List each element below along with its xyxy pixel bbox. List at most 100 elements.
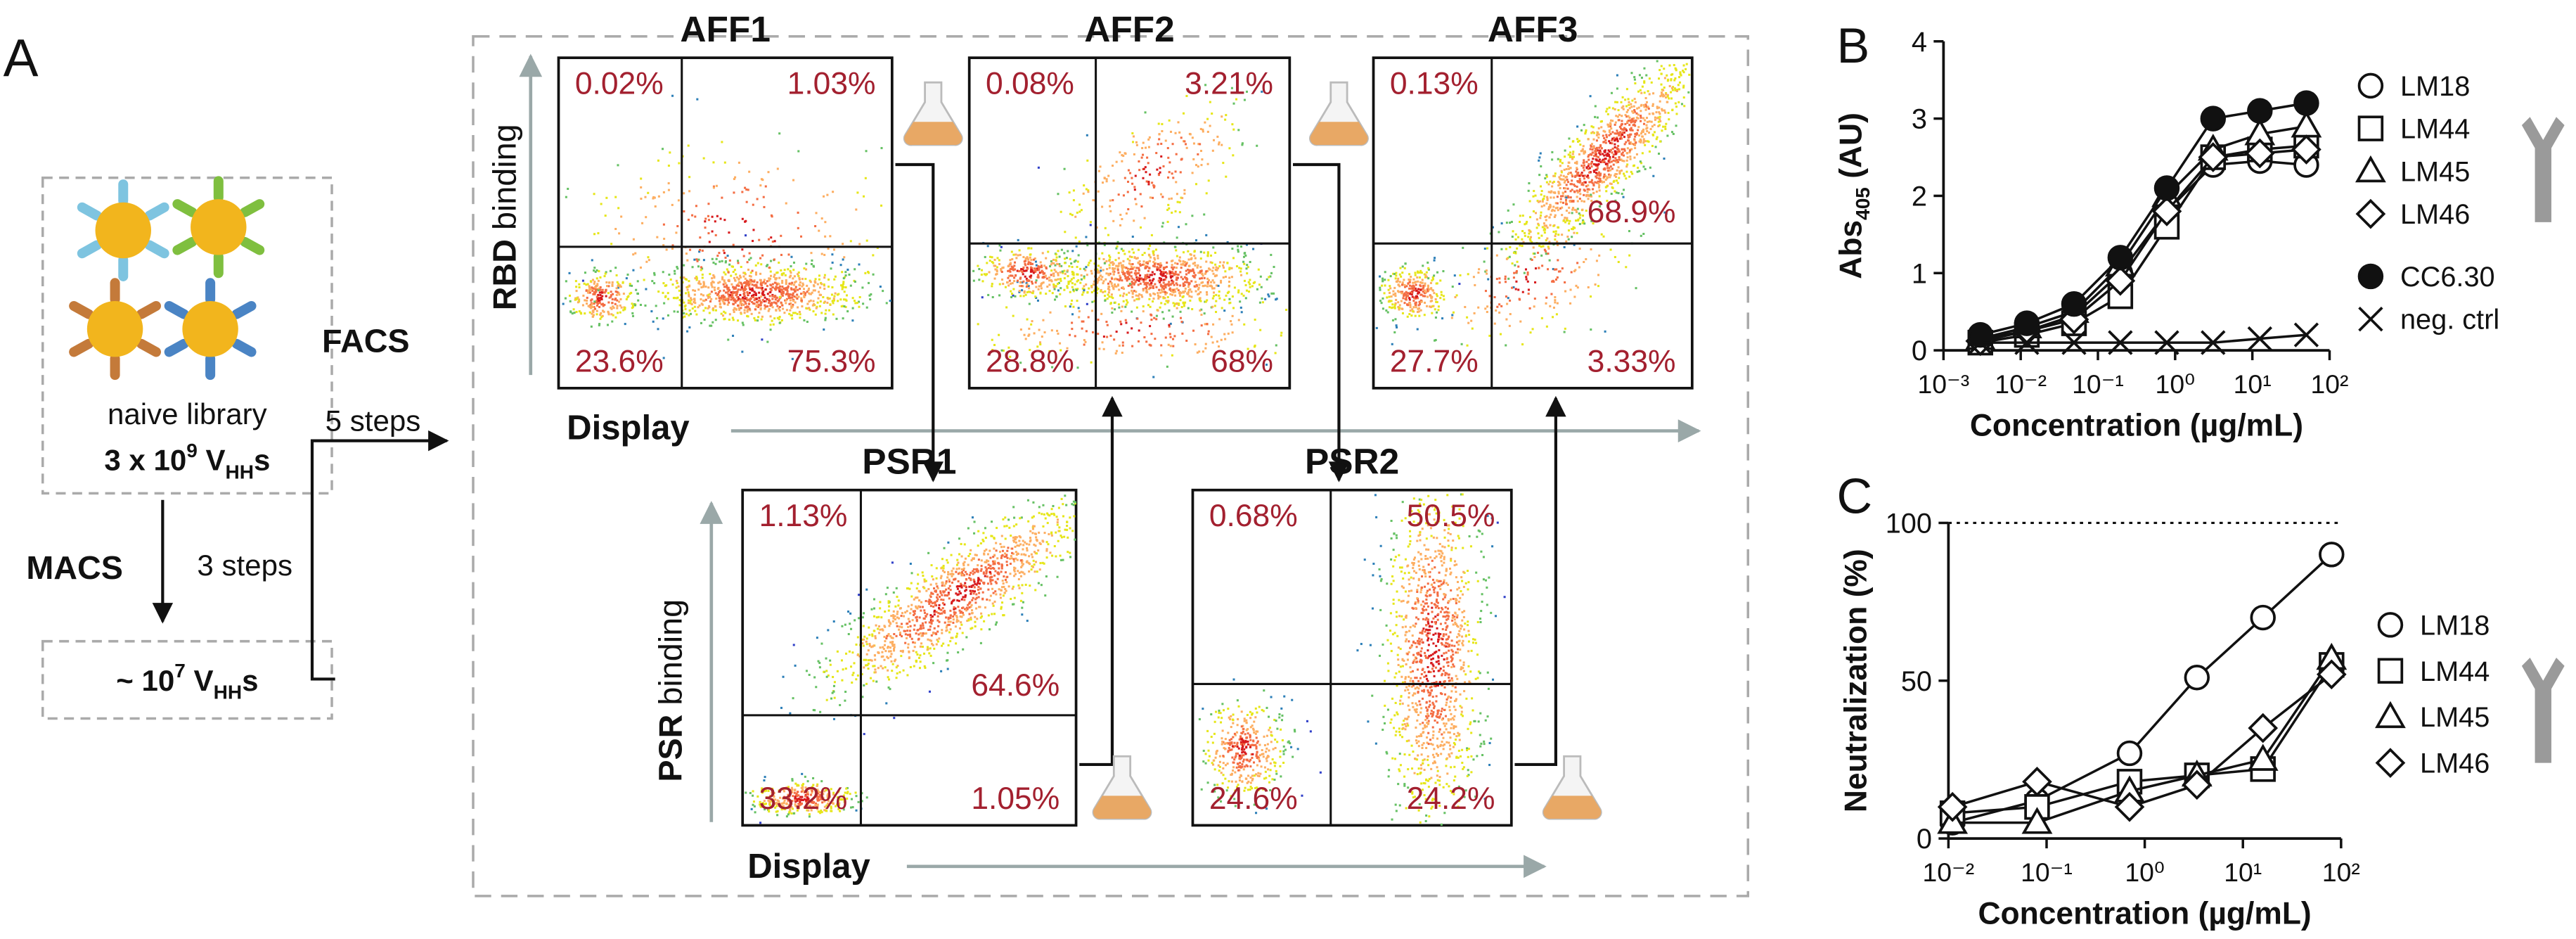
event-dot [1618, 119, 1621, 122]
event-dot [1409, 293, 1412, 295]
event-dot [771, 319, 773, 322]
event-dot [1544, 250, 1547, 253]
event-dot [1017, 238, 1019, 241]
event-dot [1557, 158, 1559, 160]
event-dot [773, 273, 776, 276]
event-dot [1646, 129, 1649, 133]
event-dot [1215, 284, 1218, 287]
event-dot [1569, 288, 1572, 291]
event-dot [1137, 248, 1140, 251]
event-dot [1648, 120, 1651, 123]
event-dot [1107, 282, 1109, 285]
event-dot [1019, 269, 1022, 272]
event-dot [1614, 143, 1616, 146]
event-dot [1028, 302, 1031, 305]
event-dot [1185, 281, 1188, 283]
event-dot [1576, 286, 1579, 289]
event-dot [1037, 288, 1040, 290]
event-dot [775, 277, 778, 280]
event-dot [1431, 276, 1434, 279]
event-dot [1275, 344, 1277, 347]
event-dot [1581, 148, 1584, 151]
event-dot [1193, 262, 1196, 264]
event-dot [1055, 295, 1058, 298]
event-dot [1225, 275, 1228, 279]
event-dot [1409, 309, 1412, 312]
event-dot [606, 285, 609, 288]
event-dot [967, 603, 970, 606]
event-dot [1168, 284, 1171, 287]
event-dot [962, 648, 965, 651]
event-dot [738, 284, 740, 287]
event-dot [1617, 260, 1620, 264]
y-axis-title: RBD binding [487, 124, 523, 310]
event-dot [1134, 280, 1137, 283]
event-dot [1174, 245, 1177, 248]
event-dot [1642, 104, 1646, 107]
event-dot [776, 271, 779, 274]
event-dot [696, 98, 699, 101]
event-dot [1615, 132, 1618, 135]
event-dot [640, 177, 643, 180]
event-dot [1009, 268, 1012, 271]
event-dot [1120, 309, 1123, 312]
event-dot [1620, 137, 1623, 140]
event-dot [1166, 365, 1168, 368]
event-dot [1575, 284, 1578, 287]
event-dot [849, 612, 852, 615]
event-dot [665, 248, 668, 251]
event-dot [1121, 295, 1125, 298]
event-dot [1600, 233, 1603, 236]
event-dot [1535, 218, 1538, 221]
event-dot [896, 611, 899, 613]
event-dot [1612, 153, 1615, 156]
event-dot [1074, 260, 1077, 262]
event-dot [1549, 224, 1552, 226]
event-dot [1537, 200, 1540, 203]
event-dot [1382, 280, 1384, 283]
event-dot [1037, 265, 1040, 268]
event-dot [616, 312, 619, 314]
event-dot [785, 299, 787, 302]
event-dot [1440, 290, 1443, 293]
event-dot [1590, 132, 1593, 134]
event-dot [1531, 328, 1534, 331]
event-dot [1599, 205, 1602, 208]
facs-steps: 5 steps [326, 404, 421, 437]
event-dot [1603, 154, 1606, 157]
event-dot [1164, 286, 1167, 289]
event-dot [1621, 115, 1623, 117]
event-dot [1024, 293, 1027, 296]
event-dot [675, 286, 678, 289]
event-dot [849, 284, 852, 287]
event-dot [1667, 78, 1670, 81]
event-dot [1059, 271, 1062, 274]
event-dot [1533, 253, 1536, 255]
event-dot [1149, 274, 1152, 276]
event-dot [1571, 140, 1574, 143]
event-dot [832, 300, 835, 302]
event-dot [1192, 142, 1195, 145]
event-dot [1127, 272, 1130, 275]
event-dot [1415, 296, 1417, 299]
event-dot [1670, 91, 1673, 94]
event-dot [1666, 101, 1668, 103]
event-dot [1442, 295, 1445, 298]
event-dot [829, 235, 832, 238]
event-dot [1079, 281, 1082, 284]
event-dot [1228, 147, 1231, 150]
event-dot [689, 297, 692, 300]
event-dot [764, 304, 766, 307]
event-dot [780, 253, 783, 256]
event-dot [1076, 280, 1078, 283]
event-dot [1639, 160, 1642, 163]
event-dot [704, 217, 707, 220]
event-dot [734, 279, 737, 281]
event-dot [746, 310, 749, 313]
event-dot [1035, 296, 1038, 299]
event-dot [714, 292, 717, 295]
event-dot [1040, 287, 1043, 290]
event-dot [778, 132, 781, 135]
event-dot [1014, 573, 1017, 575]
event-dot [1423, 314, 1426, 317]
